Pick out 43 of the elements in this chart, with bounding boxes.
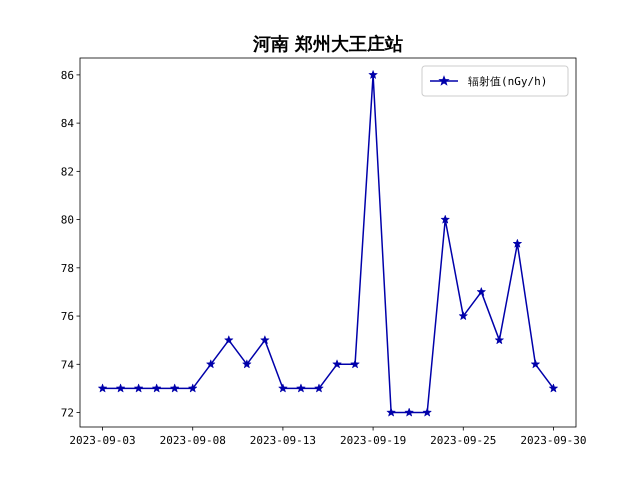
- y-tick-label: 78: [60, 262, 74, 275]
- point: [458, 311, 468, 320]
- point: [242, 360, 252, 368]
- point: [224, 335, 234, 344]
- y-tick-label: 72: [60, 406, 74, 420]
- point: [152, 384, 162, 392]
- chart-title: 河南 郑州大王庄站: [252, 34, 404, 55]
- point: [548, 384, 558, 392]
- y-tick-label: 74: [60, 358, 74, 372]
- point: [188, 384, 198, 392]
- point: [296, 384, 306, 392]
- point: [404, 408, 414, 416]
- x-tick-label: 2023-09-03: [69, 434, 136, 447]
- point: [260, 335, 270, 344]
- point: [278, 384, 288, 392]
- x-tick-label: 2023-09-08: [160, 434, 226, 447]
- point: [332, 360, 342, 368]
- y-tick-label: 80: [60, 214, 74, 227]
- point: [368, 70, 378, 79]
- point: [314, 384, 324, 392]
- x-tick-label: 2023-09-13: [250, 434, 316, 447]
- y-tick-label: 84: [60, 117, 74, 130]
- legend-label: 辐射值(nGy/h): [468, 75, 548, 88]
- point: [530, 360, 540, 368]
- point: [440, 214, 450, 224]
- y-tick-label: 76: [60, 310, 74, 324]
- point: [206, 360, 216, 368]
- point: [170, 384, 180, 392]
- point: [350, 360, 360, 368]
- x-tick-label: 2023-09-19: [340, 434, 406, 447]
- point: [134, 384, 144, 392]
- point: [116, 384, 126, 392]
- point: [512, 238, 522, 248]
- x-tick-label: 2023-09-30: [520, 434, 587, 447]
- legend: 辐射值(nGy/h): [422, 66, 568, 96]
- point: [476, 287, 486, 296]
- point: [422, 408, 432, 416]
- y-tick-label: 82: [60, 165, 74, 178]
- point: [98, 384, 108, 392]
- point: [386, 408, 396, 416]
- point: [494, 335, 504, 344]
- y-tick-label: 86: [60, 68, 74, 82]
- x-tick-label: 2023-09-25: [430, 434, 496, 447]
